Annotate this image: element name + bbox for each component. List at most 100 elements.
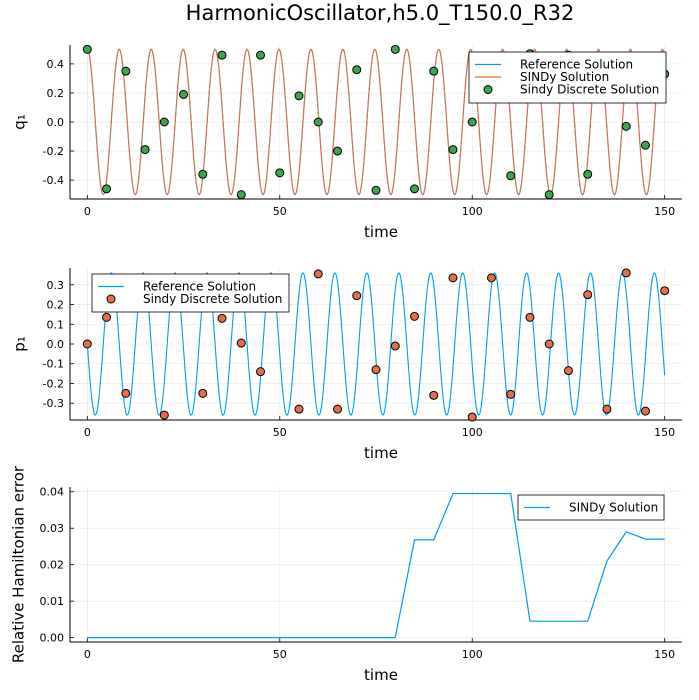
- data-point: [429, 66, 439, 76]
- y-tick-label: -0.1: [43, 358, 64, 371]
- data-point: [333, 146, 343, 156]
- data-point: [371, 365, 381, 375]
- y-tick-label: -0.3: [43, 397, 64, 410]
- x-tick-label: 0: [84, 426, 91, 439]
- y-axis-label: q₁: [11, 114, 29, 130]
- y-tick-label: 0.2: [47, 299, 65, 312]
- legend-label: SINDy Solution: [520, 70, 609, 84]
- data-point: [294, 404, 304, 414]
- data-point: [448, 145, 458, 155]
- data-point: [640, 140, 650, 150]
- y-tick-label: -0.4: [43, 174, 64, 187]
- legend-label: Reference Solution: [520, 58, 633, 72]
- data-point: [640, 406, 650, 416]
- legend-label: Sindy Discrete Solution: [143, 292, 282, 306]
- y-tick-label: 0.2: [47, 87, 65, 100]
- data-point: [409, 311, 419, 321]
- data-point: [544, 339, 554, 349]
- data-point: [159, 117, 169, 127]
- p-panel: 0 50 100 150 -0.3 -0.2 -0.1 0.0 0.1 0.2 0.3 time p₁ R…: [11, 268, 682, 462]
- data-point: [198, 388, 208, 398]
- data-point: [467, 412, 477, 422]
- data-point: [621, 121, 631, 131]
- data-point: [217, 313, 227, 323]
- data-point: [409, 184, 419, 194]
- data-point: [256, 367, 266, 377]
- data-point: [583, 169, 593, 179]
- data-point: [583, 290, 593, 300]
- y-tick-label: 0.02: [40, 559, 65, 572]
- data-point: [486, 273, 496, 283]
- y-axis-label: Relative Hamiltonian error: [10, 465, 28, 663]
- y-tick-label: -0.2: [43, 377, 64, 390]
- y-tick-label: -0.2: [43, 145, 64, 158]
- legend-marker: [106, 294, 116, 304]
- data-point: [217, 50, 227, 60]
- data-point: [467, 117, 477, 127]
- x-tick-label: 50: [273, 648, 287, 661]
- legend-label: Reference Solution: [143, 280, 256, 294]
- data-point: [333, 404, 343, 414]
- y-tick-label: 0.0: [47, 338, 65, 351]
- y-tick-label: 0.1: [47, 318, 65, 331]
- data-point: [352, 65, 362, 75]
- data-point: [390, 44, 400, 54]
- x-tick-label: 50: [273, 426, 287, 439]
- data-point: [121, 66, 131, 76]
- data-point: [275, 168, 285, 178]
- x-tick-label: 0: [84, 648, 91, 661]
- x-tick-label: 100: [462, 426, 483, 439]
- x-axis-label: time: [364, 223, 398, 241]
- data-point: [256, 50, 266, 60]
- y-axis-label: p₁: [11, 336, 29, 352]
- y-tick-label: 0.00: [40, 632, 65, 645]
- legend-label: SINDy Solution: [569, 501, 658, 515]
- data-point: [313, 117, 323, 127]
- data-point: [371, 185, 381, 195]
- data-point: [448, 273, 458, 283]
- data-point: [563, 366, 573, 376]
- data-point: [140, 145, 150, 155]
- hamiltonian-error-panel: 0 50 100 150 0.00 0.01 0.02 0.03 0.04 time Relativ…: [10, 465, 682, 684]
- series-line: [87, 492, 665, 639]
- figure-title: HarmonicOscillator,h5.0_T150.0_R32: [186, 1, 575, 26]
- y-tick-label: 0.3: [47, 279, 65, 292]
- x-tick-label: 150: [654, 205, 675, 218]
- data-point: [525, 312, 535, 322]
- x-axis-label: time: [364, 444, 398, 462]
- y-tick-label: 0.03: [40, 522, 65, 535]
- y-tick-label: 0.04: [40, 486, 65, 499]
- data-point: [179, 89, 189, 99]
- data-point: [313, 269, 323, 279]
- x-tick-label: 50: [273, 205, 287, 218]
- y-tick-label: 0.0: [47, 116, 65, 129]
- legend-marker: [483, 85, 493, 94]
- y-tick-label: 0.4: [47, 58, 65, 71]
- data-point: [82, 44, 92, 54]
- data-point: [294, 91, 304, 101]
- data-point: [602, 404, 612, 414]
- data-point: [102, 184, 112, 194]
- data-point: [159, 410, 169, 420]
- data-point: [506, 171, 516, 181]
- data-point: [390, 341, 400, 351]
- data-point: [82, 339, 92, 349]
- legend-box: [91, 273, 290, 313]
- data-point: [236, 338, 246, 348]
- data-point: [506, 389, 516, 399]
- data-point: [544, 190, 554, 200]
- legend-box: [468, 51, 667, 104]
- data-point: [660, 286, 670, 296]
- legend-label: Sindy Discrete Solution: [520, 83, 659, 97]
- data-point: [621, 268, 631, 278]
- data-point: [352, 291, 362, 301]
- y-tick-label: 0.01: [40, 595, 65, 608]
- q-panel: 0 50 100 150 -0.4 -0.2 0.0 0.2 0.4 time q₁ Referenc…: [11, 44, 682, 241]
- data-point: [429, 390, 439, 400]
- x-tick-label: 100: [462, 648, 483, 661]
- x-tick-label: 150: [654, 648, 675, 661]
- data-point: [198, 169, 208, 179]
- x-tick-label: 150: [654, 426, 675, 439]
- data-point: [121, 388, 131, 398]
